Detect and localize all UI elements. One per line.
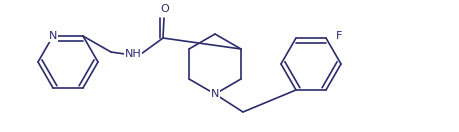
Text: N: N: [210, 89, 218, 99]
Text: F: F: [335, 31, 341, 41]
Text: O: O: [160, 4, 169, 14]
Text: NH: NH: [124, 49, 141, 59]
Text: N: N: [49, 31, 57, 41]
